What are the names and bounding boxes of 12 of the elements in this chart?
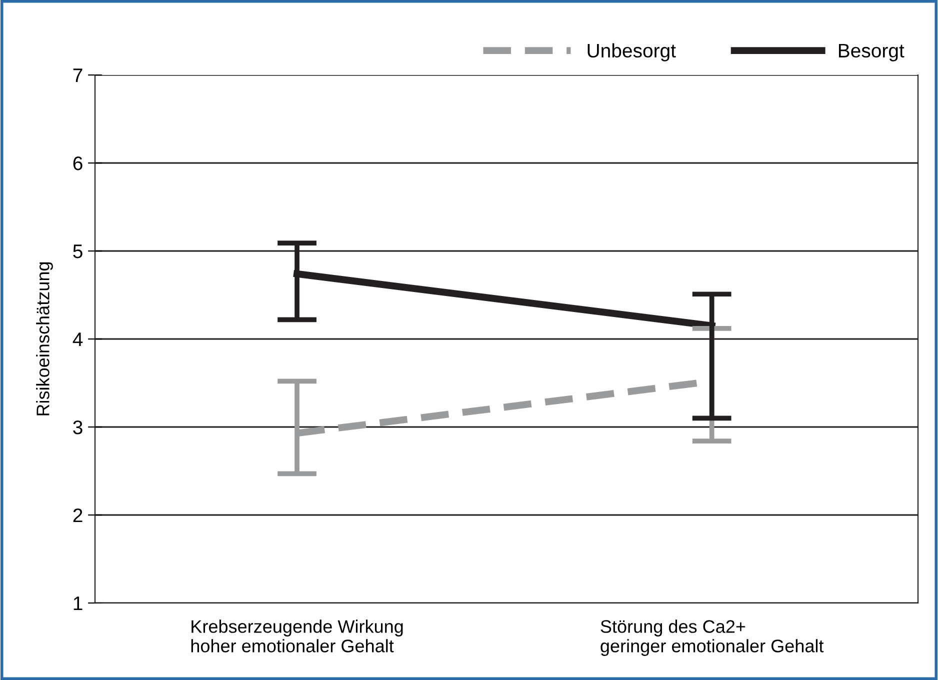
y-tick-label: 2 bbox=[73, 508, 82, 522]
y-tick-label: 1 bbox=[74, 596, 82, 610]
y-tick-label: 5 bbox=[73, 244, 82, 258]
legend-label: Besorgt bbox=[838, 44, 904, 62]
x-tick-label: Störung des Ca2+ geringer emotionaler Gehalt bbox=[600, 620, 824, 656]
y-tick-label: 4 bbox=[72, 332, 83, 346]
y-tick-label: 6 bbox=[73, 156, 82, 170]
y-axis-title: Risikoeinschätzung bbox=[36, 262, 53, 416]
y-tick-label: 3 bbox=[73, 420, 82, 434]
legend-label: Unbesorgt bbox=[588, 43, 676, 62]
x-tick-label: Krebserzeugende Wirkung hoher emotionaler Gehalt bbox=[191, 620, 403, 652]
y-tick-label: 7 bbox=[73, 68, 82, 82]
